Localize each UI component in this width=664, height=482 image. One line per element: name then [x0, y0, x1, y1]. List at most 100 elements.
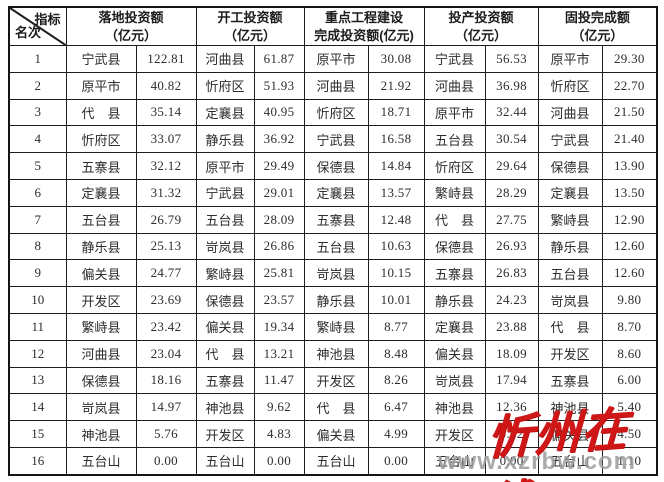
county-name-cell: 保德县	[537, 152, 603, 180]
investment-value-cell: 23.04	[135, 339, 197, 368]
county-name-cell: 繁峙县	[537, 205, 603, 234]
table-row: 16 五台山 0.00 五台山 0.00 五台山 0.00 五台山 0.00 五台山 1.10	[8, 446, 658, 476]
investment-value-cell: 8.48	[367, 339, 425, 368]
table-header: 指标 名次 落地投资额 （亿元） 开工投资额 （亿元） 重点工程建设 完成投资额…	[8, 6, 658, 46]
investment-value-cell: 30.08	[367, 45, 425, 73]
investment-value-cell: 13.57	[367, 178, 425, 207]
rank-cell: 1	[8, 45, 67, 73]
table-row: 15 神池县 5.76 开发区 4.83 偏关县 4.99 开发区 0.62 偏关县 4.50	[8, 420, 658, 448]
investment-value-cell: 9.62	[253, 393, 305, 422]
header-line: 重点工程建设	[325, 9, 404, 25]
rank-cell: 7	[8, 205, 67, 234]
investment-value-cell: 26.83	[484, 259, 539, 288]
investment-value-cell: 18.09	[484, 339, 539, 368]
investment-value-cell: 1.10	[601, 446, 658, 476]
header-line: 固投完成额	[564, 9, 630, 25]
county-name-cell: 静乐县	[537, 232, 603, 261]
investment-value-cell: 16.58	[367, 125, 425, 154]
investment-value-cell: 5.40	[601, 393, 658, 422]
table-row: 2 原平市 40.82 忻府区 51.93 河曲县 21.92 河曲县 36.98 忻府区 22.7…	[8, 71, 658, 100]
county-name-cell: 保德县	[195, 286, 255, 314]
investment-value-cell: 18.71	[367, 98, 425, 127]
header-line: 投产投资额	[448, 9, 514, 25]
county-name-cell: 岢岚县	[423, 366, 486, 395]
county-name-cell: 五台县	[537, 259, 603, 288]
investment-value-cell: 17.94	[484, 366, 539, 395]
county-name-cell: 忻府区	[195, 71, 255, 100]
investment-value-cell: 4.99	[367, 420, 425, 448]
county-name-cell: 忻府区	[423, 152, 486, 180]
county-name-cell: 开发区	[65, 286, 137, 314]
investment-value-cell: 26.86	[253, 232, 305, 261]
corner-header-cell: 指标 名次	[8, 6, 67, 46]
county-name-cell: 原平市	[537, 45, 603, 73]
county-name-cell: 定襄县	[65, 178, 137, 207]
header-line: （亿元）	[224, 27, 277, 43]
investment-value-cell: 21.92	[367, 71, 425, 100]
rank-cell: 6	[8, 178, 67, 207]
investment-value-cell: 32.12	[135, 152, 197, 180]
county-name-cell: 五台山	[195, 446, 255, 476]
investment-value-cell: 36.92	[253, 125, 305, 154]
county-name-cell: 神池县	[65, 420, 137, 448]
investment-value-cell: 4.50	[601, 420, 658, 448]
investment-value-cell: 18.16	[135, 366, 197, 395]
table-row: 7 五台县 26.79 五台县 28.09 五寨县 12.48 代 县 27.75 繁峙县 12.9…	[8, 205, 658, 234]
county-name-cell: 偏关县	[423, 339, 486, 368]
investment-value-cell: 21.50	[601, 98, 658, 127]
investment-value-cell: 11.47	[253, 366, 305, 395]
investment-value-cell: 8.70	[601, 312, 658, 341]
county-name-cell: 五寨县	[195, 366, 255, 395]
county-name-cell: 偏关县	[537, 420, 603, 448]
investment-value-cell: 23.88	[484, 312, 539, 341]
county-name-cell: 静乐县	[195, 125, 255, 154]
column-header-key-project-completed: 重点工程建设 完成投资额(亿元)	[303, 6, 425, 46]
investment-value-cell: 5.76	[135, 420, 197, 448]
investment-value-cell: 12.90	[601, 205, 658, 234]
header-line: （亿元）	[455, 27, 508, 43]
investment-value-cell: 23.42	[135, 312, 197, 341]
table-row: 10 开发区 23.69 保德县 23.57 静乐县 10.01 静乐县 24.23 岢岚县 9.8…	[8, 286, 658, 314]
county-name-cell: 宁武县	[537, 125, 603, 154]
county-name-cell: 繁峙县	[303, 312, 369, 341]
county-name-cell: 静乐县	[423, 286, 486, 314]
watermark-brand: 忻州在线	[484, 403, 629, 482]
investment-value-cell: 8.26	[367, 366, 425, 395]
investment-value-cell: 25.13	[135, 232, 197, 261]
rank-cell: 16	[8, 446, 67, 476]
rank-cell: 15	[8, 420, 67, 448]
investment-value-cell: 51.93	[253, 71, 305, 100]
county-name-cell: 五台山	[65, 446, 137, 476]
county-name-cell: 繁峙县	[423, 178, 486, 207]
table-row: 12 河曲县 23.04 代 县 13.21 神池县 8.48 偏关县 18.09 开发区 8.60	[8, 339, 658, 368]
county-name-cell: 忻府区	[303, 98, 369, 127]
investment-value-cell: 56.53	[484, 45, 539, 73]
county-name-cell: 五台县	[423, 125, 486, 154]
investment-value-cell: 29.64	[484, 152, 539, 180]
county-name-cell: 保德县	[423, 232, 486, 261]
county-name-cell: 代 县	[195, 339, 255, 368]
investment-value-cell: 0.62	[484, 420, 539, 448]
corner-label-rank: 名次	[15, 25, 42, 41]
county-name-cell: 神池县	[423, 393, 486, 422]
table-row: 8 静乐县 25.13 岢岚县 26.86 五台县 10.63 保德县 26.93 静乐县 12.6…	[8, 232, 658, 261]
county-name-cell: 原平市	[303, 45, 369, 73]
county-name-cell: 河曲县	[65, 339, 137, 368]
column-header-fixed-investment-completed: 固投完成额 （亿元）	[537, 6, 658, 46]
column-header-landed-investment: 落地投资额 （亿元）	[65, 6, 197, 46]
investment-value-cell: 12.48	[367, 205, 425, 234]
table-row: 6 定襄县 31.32 宁武县 29.01 定襄县 13.57 繁峙县 28.29 定襄县 13.5…	[8, 178, 658, 207]
table-row: 4 忻府区 33.07 静乐县 36.92 宁武县 16.58 五台县 30.54 宁武县 21.4…	[8, 125, 658, 154]
investment-value-cell: 4.83	[253, 420, 305, 448]
investment-value-cell: 122.81	[135, 45, 197, 73]
rank-cell: 9	[8, 259, 67, 288]
investment-value-cell: 29.01	[253, 178, 305, 207]
county-name-cell: 开发区	[537, 339, 603, 368]
county-name-cell: 静乐县	[303, 286, 369, 314]
county-name-cell: 定襄县	[537, 178, 603, 207]
investment-value-cell: 10.01	[367, 286, 425, 314]
investment-value-cell: 0.00	[135, 446, 197, 476]
county-name-cell: 代 县	[537, 312, 603, 341]
investment-value-cell: 28.09	[253, 205, 305, 234]
